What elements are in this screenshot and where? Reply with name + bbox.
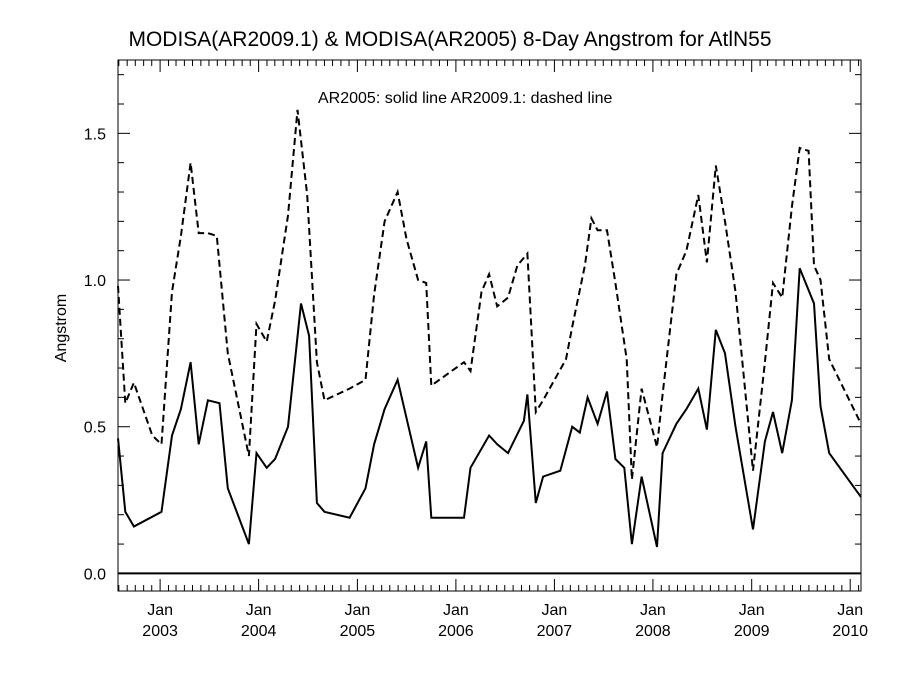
x-tick-year-label: 2005 <box>340 623 376 640</box>
x-tick-month-label: Jan <box>739 602 765 619</box>
x-tick-year-label: 2007 <box>537 623 573 640</box>
series-line-ar2009-1 <box>117 109 862 480</box>
x-tick-month-label: Jan <box>640 602 666 619</box>
x-tick-month-label: Jan <box>147 602 173 619</box>
x-tick-year-label: 2006 <box>438 623 474 640</box>
series-line-ar2005 <box>117 267 862 548</box>
y-tick-label: 0.0 <box>84 566 106 583</box>
x-tick-year-label: 2004 <box>241 623 277 640</box>
x-tick-year-label: 2003 <box>142 623 178 640</box>
x-tick-month-label: Jan <box>246 602 272 619</box>
x-tick-year-label: 2010 <box>832 623 868 640</box>
legend-annotation: AR2005: solid line AR2009.1: dashed line <box>318 90 613 107</box>
chart-title: MODISA(AR2009.1) & MODISA(AR2005) 8-Day … <box>128 28 772 51</box>
x-tick-month-label: Jan <box>542 602 568 619</box>
x-tick-year-label: 2009 <box>734 623 770 640</box>
x-tick-year-label: 2008 <box>635 623 671 640</box>
y-tick-label: 1.0 <box>84 273 106 290</box>
plot-border <box>117 59 862 592</box>
y-tick-label: 0.5 <box>84 420 106 437</box>
x-tick-month-label: Jan <box>837 602 863 619</box>
plot-frame <box>117 59 862 592</box>
x-tick-month-label: Jan <box>344 602 370 619</box>
y-tick-label: 1.5 <box>84 126 106 143</box>
x-tick-month-label: Jan <box>443 602 469 619</box>
